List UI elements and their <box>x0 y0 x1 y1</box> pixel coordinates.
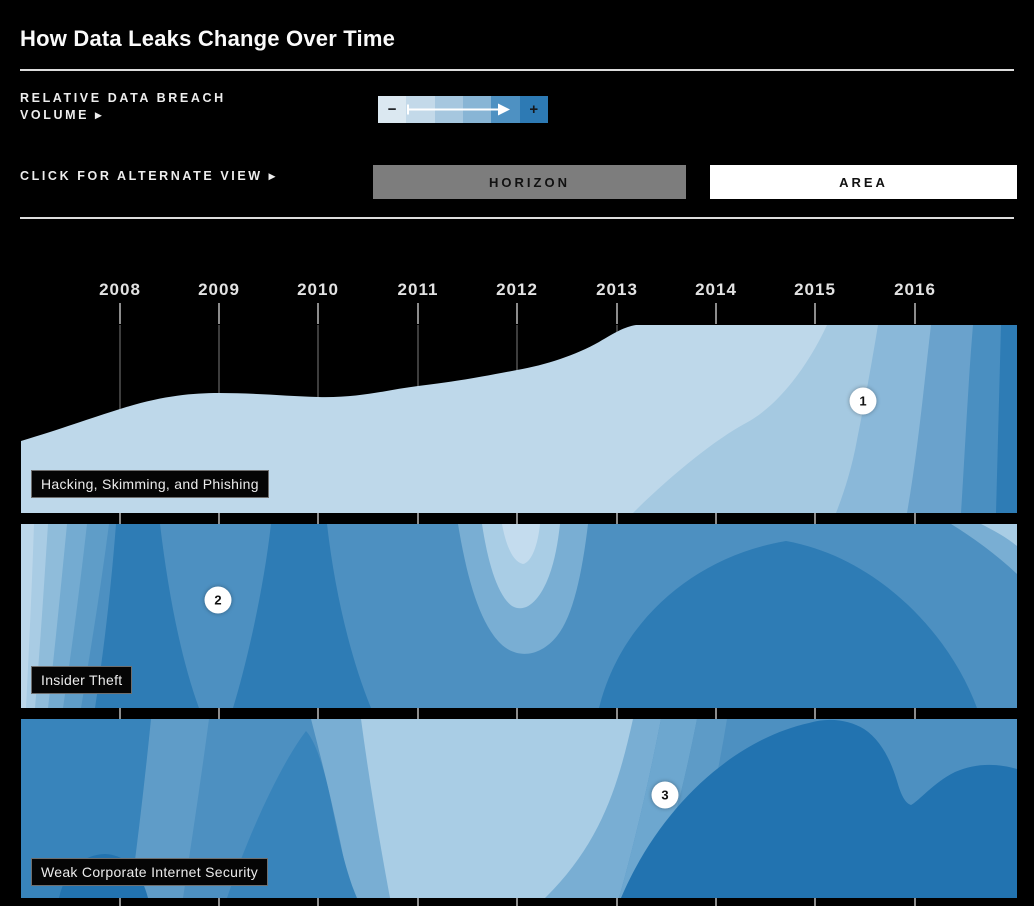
axis-tick <box>516 303 518 324</box>
arrow-right-icon <box>407 103 510 116</box>
legend-swatch: + <box>519 96 548 123</box>
series-label-insider-theft: Insider Theft <box>31 666 133 694</box>
axis-tick <box>914 513 916 524</box>
axis-tick <box>914 708 916 719</box>
horizon-layer-6 <box>996 325 1017 513</box>
axis-tick <box>516 513 518 524</box>
dark-mound-2015 <box>621 719 1017 898</box>
axis-tick <box>814 513 816 524</box>
dark-peak-2009 <box>95 524 199 708</box>
axis-tick <box>616 303 618 324</box>
axis-tick <box>914 303 916 324</box>
axis-tick <box>317 513 319 524</box>
axis-tick <box>616 898 618 906</box>
axis-tick <box>715 513 717 524</box>
volume-gradient-legend: − + <box>378 96 548 123</box>
axis-tick <box>715 303 717 324</box>
axis-tick <box>218 708 220 719</box>
axis-tick <box>914 898 916 906</box>
volume-legend-label: RELATIVE DATA BREACH VOLUME ▸ <box>20 91 226 122</box>
axis-tick <box>814 708 816 719</box>
axis-tick <box>317 898 319 906</box>
dark-peak-2010 <box>233 524 371 708</box>
dark-left-2008 <box>21 719 151 898</box>
year-label: 2015 <box>794 280 836 299</box>
year-label: 2013 <box>596 280 638 299</box>
axis-tick <box>417 898 419 906</box>
axis-tick <box>218 898 220 906</box>
annotation-marker-2: 2 <box>204 586 232 614</box>
year-label: 2010 <box>297 280 339 299</box>
horizon-band-weak-security <box>21 719 1017 898</box>
year-label: 2009 <box>198 280 240 299</box>
header-divider <box>20 69 1014 71</box>
axis-tick <box>417 303 419 324</box>
axis-tick <box>218 513 220 524</box>
area-view-button[interactable]: AREA <box>710 165 1017 199</box>
legend-swatch: − <box>378 96 407 123</box>
axis-tick <box>616 513 618 524</box>
annotation-marker-3: 3 <box>651 781 679 809</box>
axis-tick <box>616 708 618 719</box>
axis-tick <box>715 898 717 906</box>
axis-tick <box>516 898 518 906</box>
alternate-view-label: CLICK FOR ALTERNATE VIEW ▸ <box>20 169 278 183</box>
legend-minus-label: − <box>387 101 397 118</box>
year-label: 2008 <box>99 280 141 299</box>
year-label: 2016 <box>894 280 936 299</box>
axis-tick <box>119 708 121 719</box>
year-label: 2011 <box>397 280 439 299</box>
axis-tick <box>417 513 419 524</box>
horizon-chart-2 <box>21 524 1017 708</box>
horizon-chart-3 <box>21 719 1017 898</box>
axis-tick <box>715 708 717 719</box>
axis-tick <box>317 303 319 324</box>
annotation-marker-1: 1 <box>849 387 877 415</box>
axis-tick <box>516 708 518 719</box>
axis-tick <box>814 303 816 324</box>
axis-tick <box>814 898 816 906</box>
axis-tick <box>317 708 319 719</box>
year-label: 2012 <box>496 280 538 299</box>
axis-tick <box>119 303 121 324</box>
axis-tick <box>417 708 419 719</box>
controls-divider <box>20 217 1014 219</box>
horizon-band-insider-theft <box>21 524 1017 708</box>
horizon-view-button[interactable]: HORIZON <box>373 165 686 199</box>
axis-tick <box>119 898 121 906</box>
axis-tick <box>218 303 220 324</box>
dark-dome-2014 <box>599 541 977 708</box>
legend-plus-label: + <box>529 101 539 118</box>
series-label-hacking: Hacking, Skimming, and Phishing <box>31 470 269 498</box>
page-title: How Data Leaks Change Over Time <box>20 25 396 51</box>
axis-tick <box>119 513 121 524</box>
year-label: 2014 <box>695 280 737 299</box>
mid-peak-2010 <box>227 731 357 898</box>
series-label-weak-security: Weak Corporate Internet Security <box>31 858 269 886</box>
